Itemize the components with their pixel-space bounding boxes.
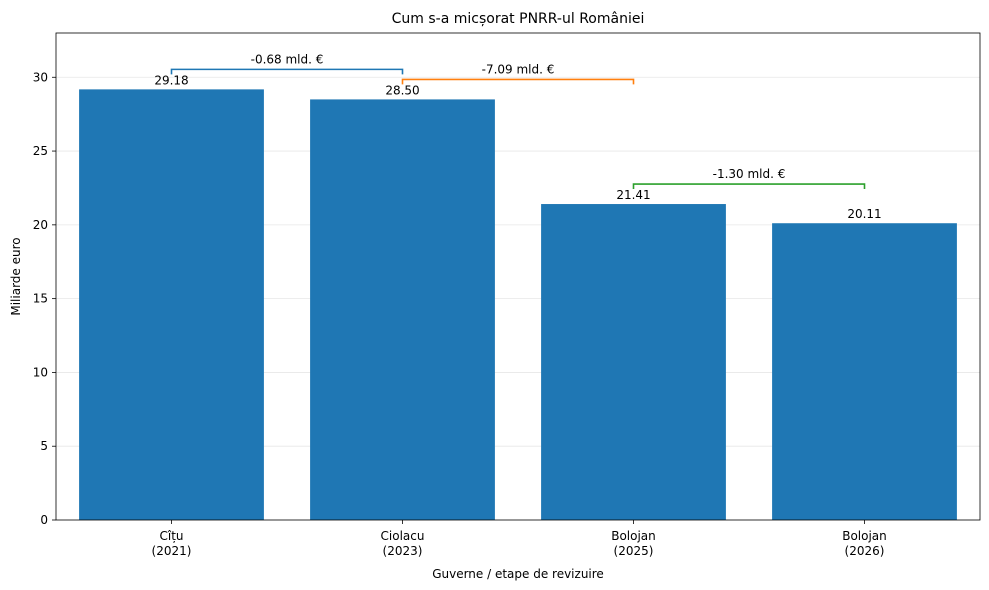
bars <box>79 89 957 521</box>
x-tick-label: (2021) <box>152 544 192 558</box>
y-tick-label: 25 <box>33 144 48 158</box>
x-axis-title: Guverne / etape de revizuire <box>432 567 604 581</box>
x-tick-label: Bolojan <box>611 529 656 543</box>
y-axis-title: Miliarde euro <box>9 237 23 315</box>
difference-bracket <box>632 183 866 190</box>
x-tick-label: (2026) <box>845 544 885 558</box>
difference-label: -1.30 mld. € <box>713 167 786 181</box>
bar-value-label: 20.11 <box>847 207 881 221</box>
difference-bracket <box>401 78 635 85</box>
difference-label: -0.68 mld. € <box>251 52 324 66</box>
bar <box>541 204 726 521</box>
difference-label: -7.09 mld. € <box>482 62 555 76</box>
x-tick-label: (2023) <box>383 544 423 558</box>
y-tick-label: 15 <box>33 292 48 306</box>
x-tick-label: (2025) <box>614 544 654 558</box>
x-tick-label: Ciolacu <box>381 529 425 543</box>
axes: 0 5 10 15 20 25 30 Cîțu(2021) Ciolacu(2023) Boloj… <box>33 32 981 558</box>
y-tick-label: 20 <box>33 218 48 232</box>
bar <box>310 99 495 520</box>
bar <box>772 223 957 520</box>
y-tick-label: 10 <box>33 365 48 379</box>
chart-title: Cum s-a micșorat PNRR-ul României <box>392 11 645 27</box>
difference-annotations: -0.68 mld. € -7.09 mld. € -1.30 mld. € <box>170 52 866 190</box>
bar-value-label: 29.18 <box>154 73 188 87</box>
y-tick-label: 0 <box>40 513 48 527</box>
bar-value-label: 21.41 <box>616 188 650 202</box>
y-tick-label: 5 <box>40 439 48 453</box>
x-tick-label: Cîțu <box>159 529 183 543</box>
plot-frame <box>55 32 981 521</box>
bar <box>79 89 264 521</box>
y-tick-label: 30 <box>33 70 48 84</box>
bar-value-label: 28.50 <box>385 83 419 97</box>
difference-bracket <box>170 68 404 75</box>
bar-value-labels: 29.18 28.50 21.41 20.11 <box>154 73 881 221</box>
x-tick-label: Bolojan <box>842 529 887 543</box>
